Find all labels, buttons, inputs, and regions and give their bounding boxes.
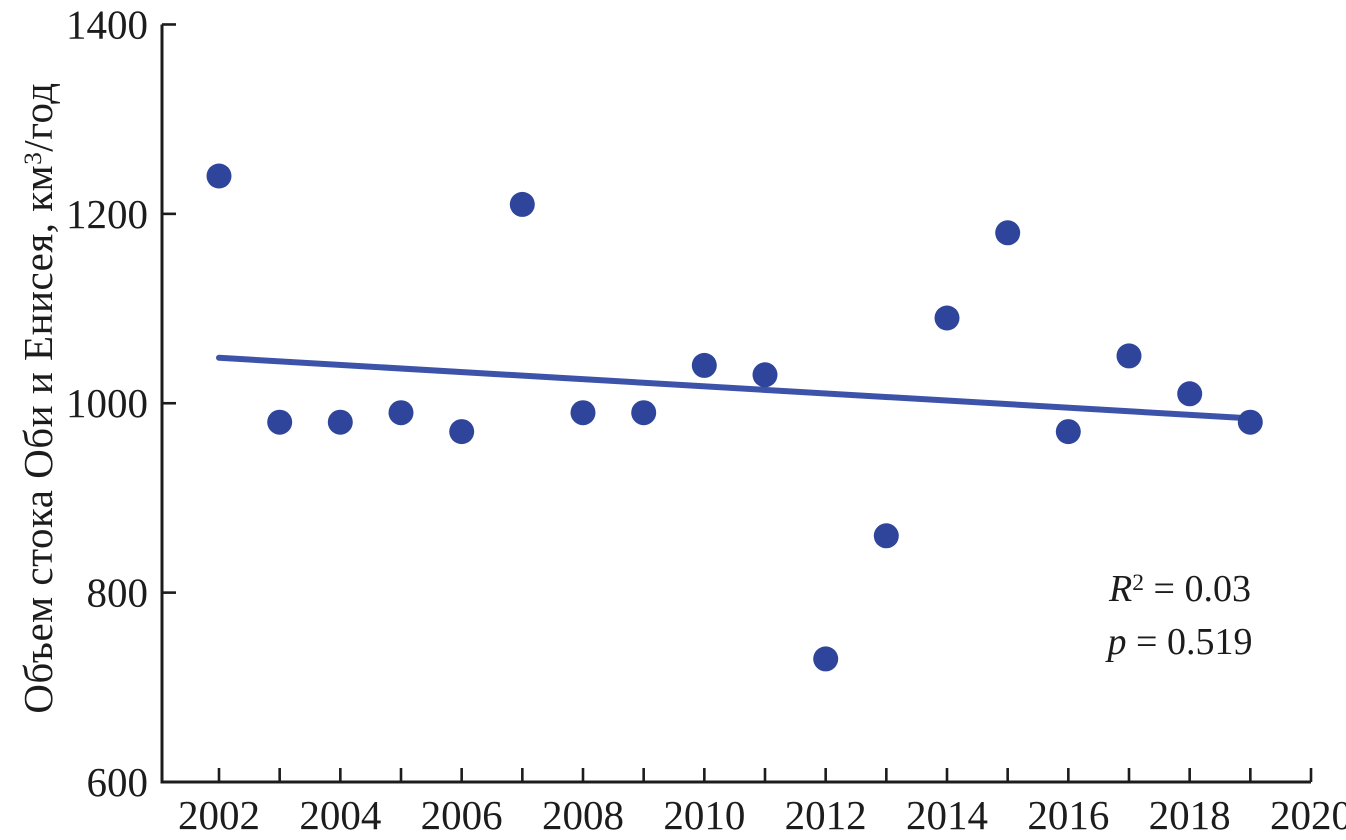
x-axis-tick-label: 2014 (906, 792, 988, 838)
data-point (813, 646, 839, 672)
y-axis-tick-label: 1000 (66, 380, 148, 426)
x-axis-tick-label: 2018 (1149, 792, 1231, 838)
data-point (388, 400, 414, 426)
data-point (934, 305, 960, 331)
p-value-annotation: p = 0.519 (1040, 616, 1320, 669)
data-point (1177, 381, 1203, 407)
x-axis-tick-label: 2012 (785, 792, 867, 838)
p-value-variable: p (1107, 621, 1127, 663)
y-axis-tick-label: 1200 (66, 191, 148, 237)
stats-annotation: R2 = 0.03 p = 0.519 (1040, 563, 1320, 669)
data-point (1116, 343, 1142, 369)
y-axis-tick-label: 600 (87, 759, 149, 805)
r-squared-value: = 0.03 (1144, 568, 1251, 610)
trend-line (216, 354, 1254, 422)
p-value-value: = 0.519 (1126, 621, 1253, 663)
data-point (995, 220, 1021, 246)
r-squared-variable: R (1109, 568, 1133, 610)
data-point (873, 523, 899, 549)
data-point (449, 419, 475, 445)
x-axis-tick-label: 2010 (663, 792, 745, 838)
data-point (1237, 409, 1263, 435)
data-point (327, 409, 353, 435)
x-axis-tick-label: 2020 (1270, 792, 1346, 838)
y-axis-tick-label: 1400 (66, 1, 148, 47)
data-point (509, 191, 535, 217)
data-point (691, 352, 717, 378)
r-squared-annotation: R2 = 0.03 (1109, 568, 1251, 610)
x-axis-tick-label: 2008 (542, 792, 624, 838)
y-axis-title-units: /год (15, 82, 61, 152)
data-point (570, 400, 596, 426)
y-axis-title-main: Объем стока Оби и Енисея, км (15, 164, 61, 714)
data-point (267, 409, 293, 435)
x-axis-tick-label: 2004 (299, 792, 381, 838)
y-axis-tick-label: 800 (87, 570, 149, 616)
data-point (1055, 419, 1081, 445)
x-axis-tick-label: 2002 (178, 792, 260, 838)
x-axis-tick-label: 2006 (421, 792, 503, 838)
data-point (752, 362, 778, 388)
data-point (631, 400, 657, 426)
data-point (206, 163, 232, 189)
x-axis-tick-label: 2016 (1027, 792, 1109, 838)
y-axis-title: Объем стока Оби и Енисея, км3/год (15, 82, 61, 714)
